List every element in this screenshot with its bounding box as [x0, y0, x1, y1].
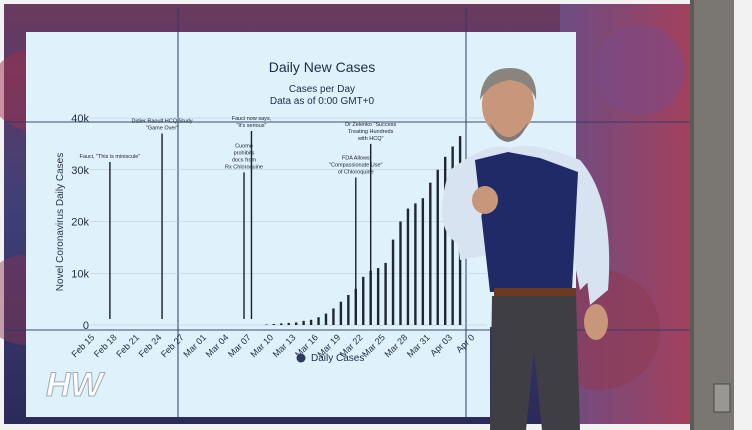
presenter: [442, 68, 610, 430]
bar: [384, 262, 387, 325]
annotation-label: Dr Zelenko "Success: [345, 122, 396, 128]
bar: [391, 239, 395, 325]
bar: [376, 268, 380, 325]
x-tick-label: Feb 24: [137, 332, 164, 359]
annotation-label: "Game Over": [146, 126, 178, 132]
annotation-label: docs from: [232, 157, 257, 163]
x-tick-label: Mar 31: [405, 332, 432, 359]
annotation-label: FDA Allows: [342, 156, 370, 162]
bar: [317, 317, 320, 325]
x-tick-label: Mar 07: [226, 332, 253, 359]
bar: [294, 322, 298, 325]
logo-text: HW: [46, 366, 106, 404]
annotation-label: with HCQ": [357, 136, 384, 142]
bar: [443, 156, 447, 325]
bar: [272, 323, 276, 325]
bar: [421, 198, 425, 325]
bar: [332, 308, 335, 325]
presenter-hair: [480, 68, 537, 100]
x-tick-label: Mar 13: [271, 332, 298, 359]
presenter-vest: [475, 152, 578, 292]
presenter-trousers: [490, 296, 580, 430]
x-tick-label: Feb 27: [159, 332, 186, 359]
bar: [406, 208, 410, 325]
chart-subtitle-line-1: Cases per Day: [289, 84, 355, 95]
y-tick-label: 40k: [71, 113, 89, 125]
bar: [347, 294, 350, 325]
bar: [287, 322, 290, 325]
annotations: Fauci, "This is miniscule" Didier Raoult …: [80, 116, 397, 319]
presenter-right-hand: [584, 304, 608, 340]
chart-title: Daily New Cases: [269, 59, 376, 75]
bar: [280, 323, 283, 325]
presenter-belt: [494, 288, 576, 296]
bar: [362, 276, 365, 325]
x-tick-label: Mar 04: [204, 332, 231, 359]
x-tick-label: Mar 01: [181, 332, 208, 359]
y-tick-label: 20k: [71, 217, 89, 229]
bar: [399, 221, 402, 325]
x-tick-label: Feb 21: [114, 332, 141, 359]
annotation-label: Fauci now says,: [232, 116, 272, 122]
y-axis-label: Novel Coronavirus Daily Cases: [55, 153, 66, 291]
bar: [339, 301, 343, 325]
annotation-label: Treating Hundreds: [348, 129, 394, 135]
annotation-label: "Compassionate Use": [329, 163, 382, 169]
x-tick-label: Feb 18: [92, 332, 119, 359]
annotation-label: of Chloroquine: [338, 170, 374, 176]
bar: [429, 182, 432, 325]
y-axis-ticks: 0 10k 20k 30k 40k: [71, 113, 89, 332]
bar: [309, 319, 313, 325]
annotation-label: Fauci, "This is miniscule": [80, 154, 141, 160]
presenter-right-arm: [580, 160, 610, 305]
bar: [324, 313, 328, 325]
bar: [436, 169, 439, 325]
x-tick-label: Mar 10: [248, 332, 275, 359]
annotation-label: prohibits: [234, 150, 255, 156]
y-tick-label: 10k: [71, 268, 89, 280]
presenter-hand: [472, 186, 498, 214]
bar: [414, 203, 417, 325]
presenter-head: [482, 73, 534, 137]
y-tick-label: 30k: [71, 165, 89, 177]
x-tick-label: Mar 28: [382, 332, 409, 359]
annotation-label: Rx Chloroquine: [225, 164, 263, 170]
presenter-left-arm: [442, 168, 490, 245]
x-tick-label: Feb 15: [70, 332, 97, 359]
chart-subtitle-line-2: Data as of 0:00 GMT+0: [270, 96, 375, 107]
studio-frame: [690, 0, 752, 430]
bar: [302, 320, 305, 325]
annotation-label: "It's serious": [236, 123, 266, 129]
presenter-beard: [490, 122, 528, 142]
hw-logo: HW: [46, 366, 107, 405]
annotation-label: Didier Raoult HCQ Study: [131, 119, 192, 125]
bar: [265, 324, 268, 325]
chart-grid: [90, 117, 487, 326]
annotation-label: Cuomo: [235, 143, 253, 149]
legend-swatch: [296, 353, 306, 363]
legend-label: Daily Cases: [311, 353, 364, 364]
y-tick-label: 0: [83, 320, 89, 332]
